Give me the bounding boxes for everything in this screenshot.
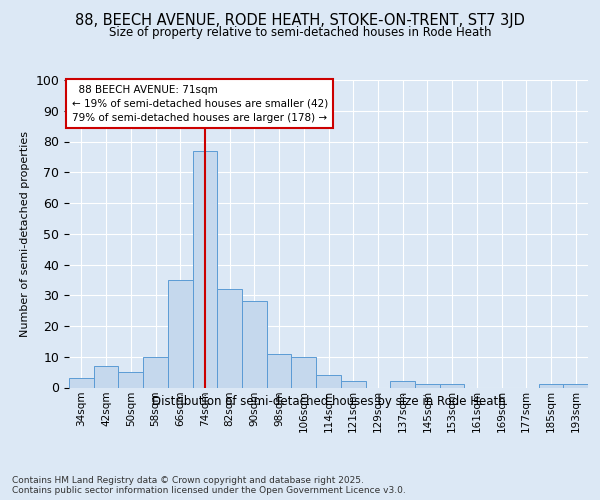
Bar [69, 378, 94, 388]
Bar [267, 354, 292, 388]
Bar [118, 372, 143, 388]
Bar [415, 384, 440, 388]
Bar [217, 289, 242, 388]
Bar [168, 280, 193, 388]
Bar [539, 384, 563, 388]
Text: Contains HM Land Registry data © Crown copyright and database right 2025.
Contai: Contains HM Land Registry data © Crown c… [12, 476, 406, 495]
Text: Size of property relative to semi-detached houses in Rode Heath: Size of property relative to semi-detach… [109, 26, 491, 39]
Text: 88 BEECH AVENUE: 71sqm
← 19% of semi-detached houses are smaller (42)
79% of sem: 88 BEECH AVENUE: 71sqm ← 19% of semi-det… [71, 84, 328, 122]
Bar [316, 375, 341, 388]
Bar [440, 384, 464, 388]
Text: Distribution of semi-detached houses by size in Rode Heath: Distribution of semi-detached houses by … [152, 395, 506, 408]
Bar [390, 382, 415, 388]
Y-axis label: Number of semi-detached properties: Number of semi-detached properties [20, 130, 30, 337]
Bar [563, 384, 588, 388]
Text: 88, BEECH AVENUE, RODE HEATH, STOKE-ON-TRENT, ST7 3JD: 88, BEECH AVENUE, RODE HEATH, STOKE-ON-T… [75, 14, 525, 28]
Bar [94, 366, 118, 388]
Bar [341, 382, 365, 388]
Bar [292, 357, 316, 388]
Bar [193, 150, 217, 388]
Bar [143, 357, 168, 388]
Bar [242, 302, 267, 388]
